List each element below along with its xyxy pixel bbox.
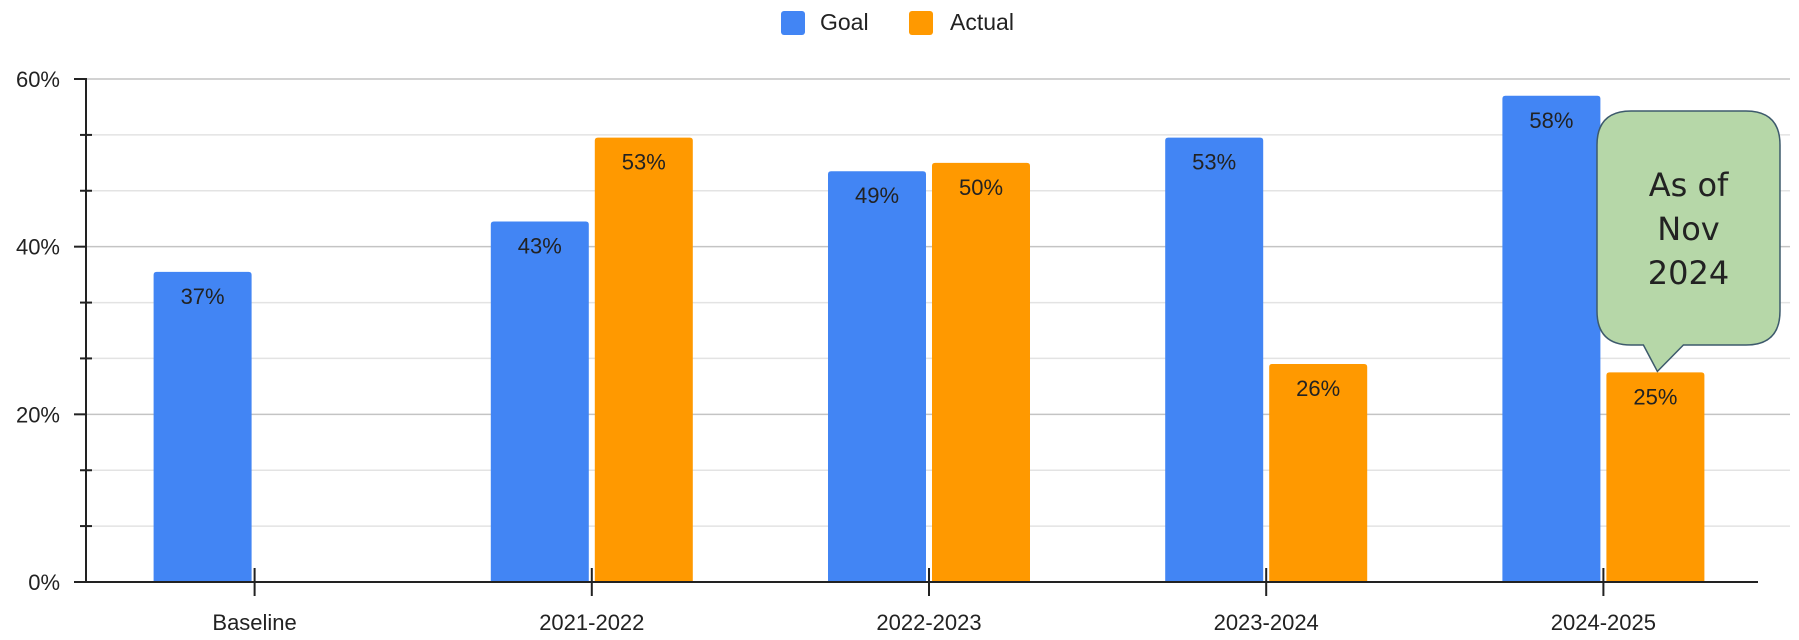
x-tick-label: 2023-2024: [1214, 610, 1319, 635]
x-tick-label: 2022-2023: [876, 610, 981, 635]
data-label-actual: 53%: [622, 150, 666, 175]
bar-goal-2024-2025: [1502, 95, 1601, 583]
x-tick-label: Baseline: [212, 610, 296, 635]
y-tick-label: 40%: [16, 235, 60, 260]
data-label-actual: 26%: [1296, 376, 1340, 401]
data-label-goal: 37%: [181, 284, 225, 309]
bars: 37% 43% 53% 49% 50% 53% 26% 58% 25%: [153, 95, 1705, 583]
data-label-goal: 53%: [1192, 150, 1236, 175]
bar-actual-2021-2022: [594, 137, 693, 582]
y-axis: 0% 20% 40% 60%: [16, 67, 92, 595]
annotation: As of Nov 2024: [1596, 110, 1781, 373]
legend-label-actual: Actual: [950, 9, 1014, 35]
annotation-text-line: As of: [1649, 166, 1729, 204]
data-label-actual: 25%: [1633, 384, 1677, 409]
data-label-goal: 43%: [518, 234, 562, 259]
legend: Goal Actual: [781, 9, 1014, 35]
bar-actual-2023-2024: [1269, 364, 1368, 582]
data-label-goal: 58%: [1529, 108, 1573, 133]
legend-swatch-actual: [909, 11, 933, 35]
bar-actual-2024-2025: [1606, 372, 1705, 582]
bar-actual-2022-2023: [932, 162, 1030, 583]
bar-goal-2022-2023: [828, 171, 926, 582]
data-label-actual: 50%: [959, 175, 1003, 200]
y-tick-label: 0%: [28, 570, 60, 595]
data-label-goal: 49%: [855, 183, 899, 208]
annotation-text-line: 2024: [1648, 254, 1729, 292]
annotation-callout-box: [1596, 110, 1781, 373]
x-axis: Baseline 2021-2022 2022-2023 2023-2024 2024-…: [74, 568, 1758, 635]
x-tick-label: 2021-2022: [539, 610, 644, 635]
legend-label-goal: Goal: [820, 9, 869, 35]
y-tick-label: 60%: [16, 67, 60, 92]
annotation-text-line: Nov: [1657, 210, 1719, 248]
bar-goal-Baseline: [153, 271, 252, 582]
legend-swatch-goal: [781, 11, 805, 35]
y-tick-label: 20%: [16, 402, 60, 427]
bar-goal-2023-2024: [1165, 137, 1264, 582]
x-tick-label: 2024-2025: [1551, 610, 1656, 635]
bar-goal-2021-2022: [490, 221, 589, 582]
